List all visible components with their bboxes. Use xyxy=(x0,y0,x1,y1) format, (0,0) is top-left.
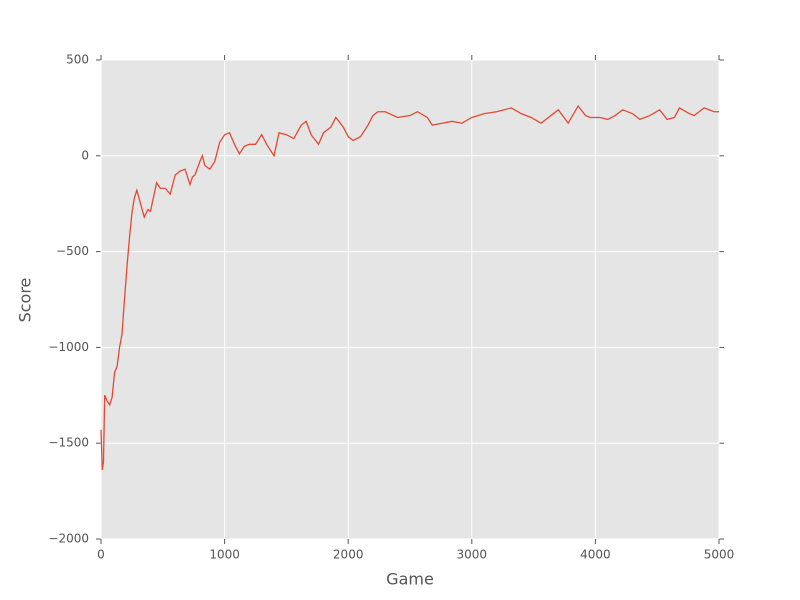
x-tick-label: 0 xyxy=(97,548,105,562)
y-tick-label: −1500 xyxy=(48,436,89,450)
y-tick-label: 0 xyxy=(81,148,89,162)
y-axis-title: Score xyxy=(16,278,35,323)
x-tick-label: 1000 xyxy=(209,548,240,562)
x-tick-label: 3000 xyxy=(457,548,488,562)
y-tick-label: −2000 xyxy=(48,532,89,546)
plot-background xyxy=(101,60,719,539)
x-tick-label: 4000 xyxy=(580,548,611,562)
y-tick-label: −1000 xyxy=(48,340,89,354)
x-tick-label: 5000 xyxy=(704,548,735,562)
y-tick-label: −500 xyxy=(56,244,89,258)
x-tick-label: 2000 xyxy=(333,548,364,562)
y-tick-label: 500 xyxy=(66,53,89,67)
x-axis-title: Game xyxy=(386,570,434,589)
data-line xyxy=(100,104,719,471)
